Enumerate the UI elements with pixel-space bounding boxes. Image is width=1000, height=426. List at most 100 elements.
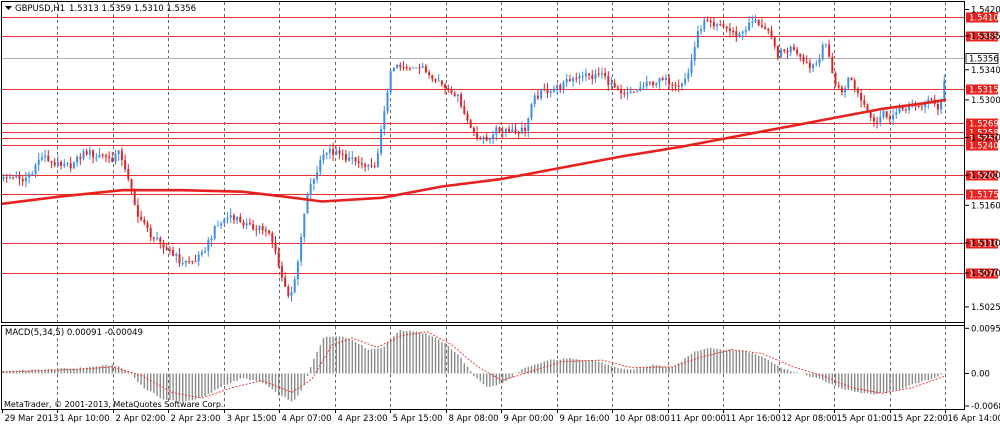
candle-body [610,82,613,85]
candle-body [280,266,283,278]
candle-body [421,66,424,68]
candle-body [120,150,123,161]
price-tick-label: 1.5250 [971,134,1000,144]
macd-histogram [1,330,947,403]
candle-body [898,107,901,113]
candle-body [440,80,443,85]
candle-body [703,19,706,30]
candle-body [466,113,469,121]
candle-body [543,89,546,91]
candle-body [88,150,91,155]
candle-body [552,88,555,92]
candle-body [885,111,888,118]
candle-body [834,73,837,86]
chart-header: GBPUSD,H1 1.5313 1.5359 1.5310 1.5356 [5,4,196,14]
time-tick-label: 15 Apr 22:00 [893,414,948,424]
current-price-label: 1.5356 [969,55,999,65]
candle-body [316,172,319,180]
candle-body [133,191,136,205]
candle-body [296,261,299,280]
candle-body [584,73,587,76]
candle-body [357,161,360,164]
price-gridlines [57,2,946,322]
candle-body [348,157,351,161]
candle-body [85,151,88,155]
candle-body [396,64,399,69]
candle-body [447,88,450,90]
candle-body [725,26,728,29]
candle-body [335,150,338,155]
candle-body [66,163,69,165]
candle-body [751,21,754,23]
candle-body [488,137,491,141]
candle-body [818,58,821,64]
candle-body [460,94,463,107]
candle-body [677,85,680,87]
time-tick-label: 9 Apr 00:00 [504,414,554,424]
candle-body [271,233,274,243]
candle-body [882,111,885,118]
candle-body [872,117,875,122]
candle-body [181,262,184,264]
macd-panel[interactable] [1,325,965,410]
candle-body [831,56,834,74]
candle-body [364,164,367,167]
price-tick-label: 1.5300 [971,96,1000,106]
level-badge-label: 1.5175 [969,191,999,201]
candle-body [696,31,699,48]
price-panel[interactable] [1,1,965,323]
candle-body [162,242,165,248]
candle-body [533,95,536,105]
time-tick-label: 11 Apr 00:00 [671,414,726,424]
candle-body [613,82,616,88]
candle-body [8,176,11,178]
dropdown-triangle-icon[interactable] [5,6,12,10]
candle-body [828,44,831,57]
candle-body [82,151,85,159]
candle-body [229,215,232,218]
candle-body [5,177,8,179]
candle-body [72,162,75,169]
candle-body [431,75,434,80]
candle-body [668,77,671,85]
candle-body [12,176,15,178]
candle-body [709,20,712,23]
candle-body [565,79,568,83]
candle-body [511,129,514,132]
candle-body [376,153,379,168]
candle-body [242,222,245,226]
candle-body [524,127,527,131]
candle-body [380,129,383,154]
candle-body [808,62,811,68]
candle-body [264,230,267,232]
candle-body [124,160,127,169]
candle-body [175,254,178,256]
candle-body [648,81,651,83]
time-tick-label: 12 Apr 08:00 [782,414,837,424]
macd-tick-label: -0.00686 [971,402,1000,412]
current-price-badge [965,53,999,64]
candle-body [402,67,405,69]
candle-body [2,177,5,179]
candle-body [152,237,155,239]
level-badge-label: 1.5385 [969,33,999,43]
candle-body [559,85,562,90]
candle-body [28,173,31,178]
candle-body [572,78,575,82]
candle-body [850,77,853,81]
candle-body [450,89,453,94]
candle-body [21,178,24,182]
candle-body [879,117,882,123]
candle-body [664,77,667,81]
candle-body [383,111,386,130]
candle-body [658,78,661,83]
candle-body [860,92,863,101]
candle-body [904,109,907,111]
candle-body [290,292,293,296]
macd-label: MACD(5,34,5) 0.00091 -0.00049 [5,328,143,338]
candle-body [738,33,741,38]
candle-body [520,127,523,134]
candle-body [149,227,152,238]
candle-body [744,30,747,32]
